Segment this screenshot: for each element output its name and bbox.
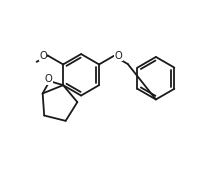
Text: O: O — [45, 74, 53, 84]
Text: O: O — [115, 51, 122, 61]
Text: O: O — [39, 50, 47, 61]
